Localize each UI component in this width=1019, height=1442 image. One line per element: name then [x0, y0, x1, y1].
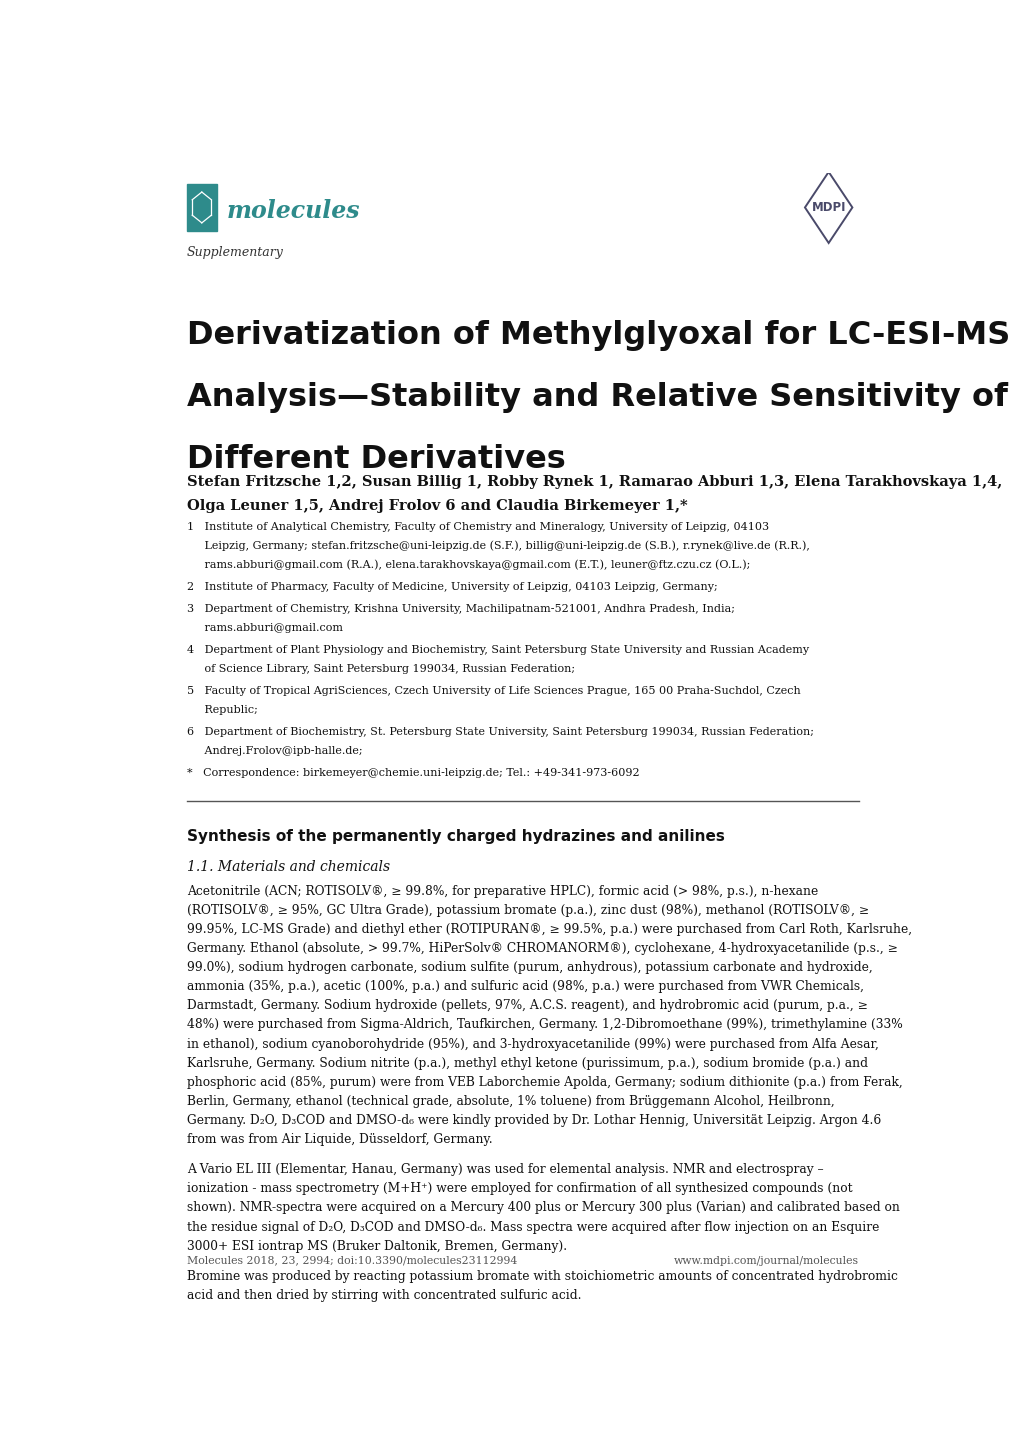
Text: (ROTISOLV®, ≥ 95%, GC Ultra Grade), potassium bromate (p.a.), zinc dust (98%), m: (ROTISOLV®, ≥ 95%, GC Ultra Grade), pota… [186, 904, 868, 917]
Text: A Vario EL III (Elementar, Hanau, Germany) was used for elemental analysis. NMR : A Vario EL III (Elementar, Hanau, German… [186, 1164, 822, 1177]
Text: in ethanol), sodium cyanoborohydride (95%), and 3-hydroxyacetanilide (99%) were : in ethanol), sodium cyanoborohydride (95… [186, 1038, 877, 1051]
Text: ammonia (35%, p.a.), acetic (100%, p.a.) and sulfuric acid (98%, p.a.) were purc: ammonia (35%, p.a.), acetic (100%, p.a.)… [186, 981, 863, 994]
Text: rams.abburi@gmail.com (R.A.), elena.tarakhovskaya@gmail.com (E.T.), leuner@ftz.c: rams.abburi@gmail.com (R.A.), elena.tara… [186, 559, 749, 570]
Text: Bromine was produced by reacting potassium bromate with stoichiometric amounts o: Bromine was produced by reacting potassi… [186, 1270, 897, 1283]
Text: Derivatization of Methylglyoxal for LC-ESI-MS: Derivatization of Methylglyoxal for LC-E… [186, 320, 1009, 350]
Text: Darmstadt, Germany. Sodium hydroxide (pellets, 97%, A.C.S. reagent), and hydrobr: Darmstadt, Germany. Sodium hydroxide (pe… [186, 999, 867, 1012]
FancyBboxPatch shape [186, 185, 217, 231]
Text: Berlin, Germany, ethanol (technical grade, absolute, 1% toluene) from Brüggemann: Berlin, Germany, ethanol (technical grad… [186, 1094, 834, 1107]
Text: Leipzig, Germany; stefan.fritzsche@uni-leipzig.de (S.F.), billig@uni-leipzig.de : Leipzig, Germany; stefan.fritzsche@uni-l… [186, 541, 809, 551]
Text: Analysis—Stability and Relative Sensitivity of: Analysis—Stability and Relative Sensitiv… [186, 382, 1007, 412]
Text: Supplementary: Supplementary [186, 247, 283, 260]
Text: 99.0%), sodium hydrogen carbonate, sodium sulfite (purum, anhydrous), potassium : 99.0%), sodium hydrogen carbonate, sodiu… [186, 962, 871, 975]
Text: Different Derivatives: Different Derivatives [186, 444, 565, 474]
Text: 48%) were purchased from Sigma-Aldrich, Taufkirchen, Germany. 1,2-Dibromoethane : 48%) were purchased from Sigma-Aldrich, … [186, 1018, 902, 1031]
Text: 1.1. Materials and chemicals: 1.1. Materials and chemicals [186, 861, 389, 874]
Text: molecules: molecules [226, 199, 360, 224]
Text: acid and then dried by stirring with concentrated sulfuric acid.: acid and then dried by stirring with con… [186, 1289, 581, 1302]
Text: 2   Institute of Pharmacy, Faculty of Medicine, University of Leipzig, 04103 Lei: 2 Institute of Pharmacy, Faculty of Medi… [186, 581, 716, 591]
Text: ionization - mass spectrometry (M+H⁺) were employed for confirmation of all synt: ionization - mass spectrometry (M+H⁺) we… [186, 1182, 852, 1195]
Text: 5   Faculty of Tropical AgriSciences, Czech University of Life Sciences Prague, : 5 Faculty of Tropical AgriSciences, Czec… [186, 686, 800, 696]
Text: 3   Department of Chemistry, Krishna University, Machilipatnam-521001, Andhra Pr: 3 Department of Chemistry, Krishna Unive… [186, 604, 734, 614]
Text: Molecules 2018, 23, 2994; doi:10.3390/molecules23112994: Molecules 2018, 23, 2994; doi:10.3390/mo… [186, 1256, 517, 1266]
Text: from was from Air Liquide, Düsseldorf, Germany.: from was from Air Liquide, Düsseldorf, G… [186, 1133, 492, 1146]
Text: rams.abburi@gmail.com: rams.abburi@gmail.com [186, 623, 342, 633]
Text: Acetonitrile (ACN; ROTISOLV®, ≥ 99.8%, for preparative HPLC), formic acid (> 98%: Acetonitrile (ACN; ROTISOLV®, ≥ 99.8%, f… [186, 885, 817, 898]
Text: phosphoric acid (85%, purum) were from VEB Laborchemie Apolda, Germany; sodium d: phosphoric acid (85%, purum) were from V… [186, 1076, 902, 1089]
Text: Andrej.Frolov@ipb-halle.de;: Andrej.Frolov@ipb-halle.de; [186, 746, 362, 756]
Text: 99.95%, LC-MS Grade) and diethyl ether (ROTIPURAN®, ≥ 99.5%, p.a.) were purchase: 99.95%, LC-MS Grade) and diethyl ether (… [186, 923, 911, 936]
Text: Karlsruhe, Germany. Sodium nitrite (p.a.), methyl ethyl ketone (purissimum, p.a.: Karlsruhe, Germany. Sodium nitrite (p.a.… [186, 1057, 867, 1070]
Text: 6   Department of Biochemistry, St. Petersburg State University, Saint Petersbur: 6 Department of Biochemistry, St. Peters… [186, 727, 813, 737]
Text: www.mdpi.com/journal/molecules: www.mdpi.com/journal/molecules [674, 1256, 858, 1266]
Text: shown). NMR-spectra were acquired on a Mercury 400 plus or Mercury 300 plus (Var: shown). NMR-spectra were acquired on a M… [186, 1201, 899, 1214]
Text: the residue signal of D₂O, D₃COD and DMSO-d₆. Mass spectra were acquired after f: the residue signal of D₂O, D₃COD and DMS… [186, 1220, 878, 1233]
Text: of Science Library, Saint Petersburg 199034, Russian Federation;: of Science Library, Saint Petersburg 199… [186, 663, 575, 673]
Text: 4   Department of Plant Physiology and Biochemistry, Saint Petersburg State Univ: 4 Department of Plant Physiology and Bio… [186, 645, 808, 655]
Text: Olga Leuner 1,5, Andrej Frolov 6 and Claudia Birkemeyer 1,*: Olga Leuner 1,5, Andrej Frolov 6 and Cla… [186, 499, 687, 513]
Text: Germany. D₂O, D₃COD and DMSO-d₆ were kindly provided by Dr. Lothar Hennig, Unive: Germany. D₂O, D₃COD and DMSO-d₆ were kin… [186, 1113, 880, 1128]
Text: 3000+ ESI iontrap MS (Bruker Daltonik, Bremen, Germany).: 3000+ ESI iontrap MS (Bruker Daltonik, B… [186, 1240, 567, 1253]
Text: Republic;: Republic; [186, 705, 258, 715]
Text: Synthesis of the permanently charged hydrazines and anilines: Synthesis of the permanently charged hyd… [186, 829, 723, 844]
Text: 1   Institute of Analytical Chemistry, Faculty of Chemistry and Mineralogy, Univ: 1 Institute of Analytical Chemistry, Fac… [186, 522, 768, 532]
Text: *   Correspondence: birkemeyer@chemie.uni-leipzig.de; Tel.: +49-341-973-6092: * Correspondence: birkemeyer@chemie.uni-… [186, 769, 639, 779]
Text: Germany. Ethanol (absolute, > 99.7%, HiPerSolv® CHROMANORM®), cyclohexane, 4-hyd: Germany. Ethanol (absolute, > 99.7%, HiP… [186, 942, 897, 955]
Text: Stefan Fritzsche 1,2, Susan Billig 1, Robby Rynek 1, Ramarao Abburi 1,3, Elena T: Stefan Fritzsche 1,2, Susan Billig 1, Ro… [186, 474, 1001, 489]
Text: MDPI: MDPI [811, 200, 845, 213]
